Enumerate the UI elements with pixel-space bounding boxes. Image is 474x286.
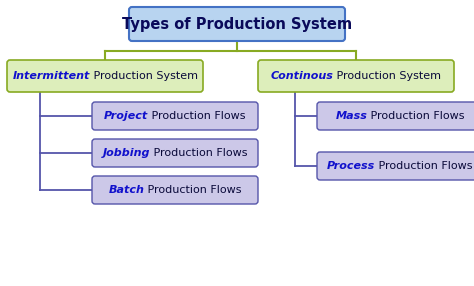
Text: Production Flows: Production Flows [148,111,246,121]
FancyBboxPatch shape [258,60,454,92]
Text: Intermittent: Intermittent [12,71,90,81]
Text: Jobbing: Jobbing [102,148,150,158]
Text: Types of Production System: Types of Production System [122,17,352,31]
FancyBboxPatch shape [317,152,474,180]
Text: Project: Project [104,111,148,121]
Text: Batch: Batch [109,185,144,195]
Text: Production Flows: Production Flows [144,185,242,195]
Text: Production System: Production System [90,71,198,81]
Text: Production Flows: Production Flows [367,111,465,121]
Text: Mass: Mass [335,111,367,121]
FancyBboxPatch shape [129,7,345,41]
FancyBboxPatch shape [317,102,474,130]
FancyBboxPatch shape [7,60,203,92]
FancyBboxPatch shape [92,139,258,167]
Text: Production System: Production System [333,71,441,81]
Text: Production Flows: Production Flows [375,161,473,171]
FancyBboxPatch shape [92,102,258,130]
Text: Production Flows: Production Flows [150,148,247,158]
FancyBboxPatch shape [92,176,258,204]
Text: Continous: Continous [271,71,333,81]
Text: Process: Process [327,161,375,171]
